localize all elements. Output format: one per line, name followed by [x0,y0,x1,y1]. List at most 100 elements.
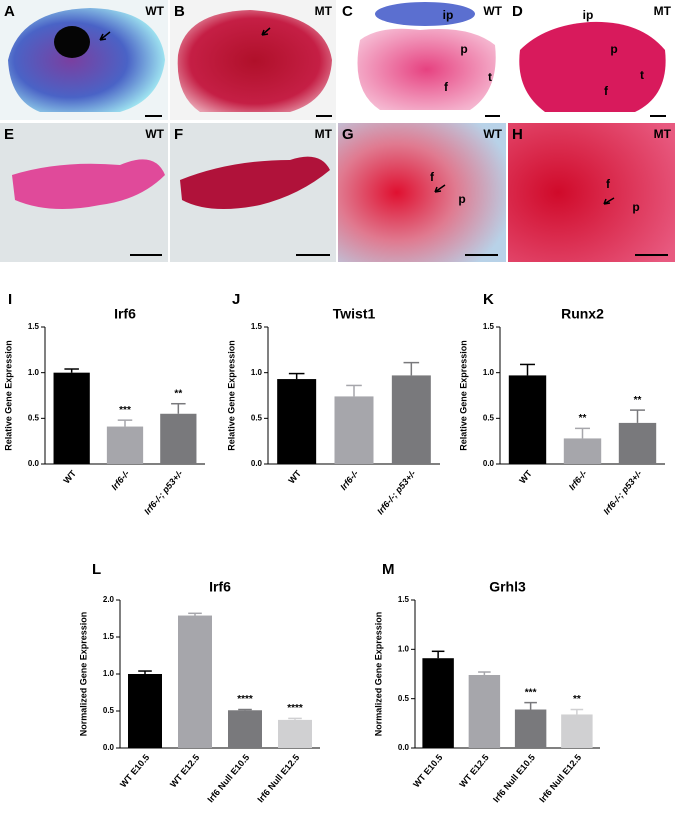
chart: I Irf6 Relative Gene Expression 0.0 0.5 1.0 1.… [3,291,205,516]
error-bar [570,708,584,715]
y-tick-label: 1.5 [483,322,495,331]
structure-label: f [444,80,449,94]
x-tick-label: Irf6-/-; p53+/- [601,468,644,516]
error-bar [64,368,79,373]
chart-title: Irf6 [209,579,231,595]
structure-label: f [604,84,609,98]
panel-letter: M [382,561,395,578]
y-tick-label: 1.0 [103,669,115,678]
chart-title: Irf6 [114,306,136,322]
structure-label: p [632,200,639,214]
x-tick-label: WT E10.5 [411,752,444,789]
genotype-label: WT [483,4,502,18]
bar [334,396,374,464]
panel-letter: L [92,561,101,578]
y-tick-label: 0.5 [483,413,495,422]
panel-letter: G [342,126,354,143]
structure-label: t [488,70,492,84]
x-tick-label: Irf6-/- [109,468,131,492]
photo-panels [0,0,675,262]
chart-title: Runx2 [561,306,604,322]
structure-label: f [430,170,435,184]
panel-letter: D [512,3,523,20]
panel-letter: F [174,126,183,143]
genotype-label: WT [145,4,164,18]
error-bar [478,671,491,675]
significance-label: **** [287,703,303,714]
y-tick-label: 1.5 [398,595,410,604]
error-bar [575,427,590,439]
x-tick-label: WT [61,468,78,486]
y-tick-label: 1.5 [103,632,115,641]
error-bar [630,409,645,423]
error-bar [346,384,362,397]
error-bar [524,701,537,710]
error-bar [288,372,305,380]
significance-label: **** [237,694,253,705]
bar [468,674,501,748]
y-tick-label: 1.0 [398,644,410,653]
bar [178,615,212,748]
x-tick-label: Irf6 Null E10.5 [205,752,251,804]
chart: J Twist1 Relative Gene Expression 0.0 0.5 1.0… [226,291,440,516]
x-tick-label: Irf6-/-; p53+/- [142,468,185,516]
y-tick-label: 0.0 [28,459,40,468]
y-tick-label: 2.0 [103,595,115,604]
skull [8,8,165,112]
genotype-label: WT [145,127,164,141]
bar [563,438,602,464]
error-bar [288,717,302,720]
significance-label: ** [174,388,182,399]
structure-label: p [458,192,465,206]
genotype-label: MT [315,127,333,141]
error-bar [188,612,202,616]
y-axis-label: Normalized Gene Expression [78,612,88,737]
structure-label: p [610,42,617,56]
bar [277,379,317,464]
panel-letter: J [232,291,240,308]
y-tick-label: 0.0 [251,459,263,468]
bar [106,426,144,464]
x-tick-label: Irf6-/- [338,468,360,492]
panel-letter: H [512,126,523,143]
structure-label: ip [443,8,454,22]
error-bar [520,363,535,376]
y-axis-label: Relative Gene Expression [226,340,236,451]
chart: K Runx2 Relative Gene Expression 0.0 0.5 1.0 1… [458,291,665,516]
structure-label: f [606,177,611,191]
bar [160,413,197,464]
photo-h [508,123,675,262]
y-axis-label: Normalized Gene Expression [373,612,383,737]
x-tick-label: WT E12.5 [457,752,490,789]
genotype-label: MT [654,127,672,141]
significance-label: ** [634,395,642,406]
structure-label: ip [583,8,594,22]
error-bar [403,361,420,376]
y-tick-label: 0.5 [251,413,263,422]
significance-label: *** [119,405,131,416]
error-bar [431,650,445,659]
y-tick-label: 0.0 [398,743,410,752]
bar [422,658,454,748]
chart: L Irf6 Normalized Gene Expression 0.0 0.5 1.0… [78,561,320,804]
y-tick-label: 1.5 [28,322,40,331]
genotype-label: MT [654,4,672,18]
y-tick-label: 0.5 [28,413,40,422]
chart: M Grhl3 Normalized Gene Expression 0.0 0.5 1.… [373,561,600,804]
bar [514,709,547,748]
panel-letter: C [342,3,353,20]
eye [54,26,90,58]
y-tick-label: 1.0 [28,368,40,377]
structure-label: p [460,42,467,56]
bar [618,422,657,464]
error-bar [117,419,133,427]
y-tick-label: 0.5 [398,694,410,703]
x-tick-label: WT E10.5 [118,752,151,789]
y-axis-label: Relative Gene Expression [458,340,468,451]
bar [53,372,90,464]
y-tick-label: 0.0 [103,743,115,752]
bar [128,674,162,748]
panel-letter: E [4,126,14,143]
significance-label: *** [525,687,537,698]
genotype-label: WT [483,127,502,141]
